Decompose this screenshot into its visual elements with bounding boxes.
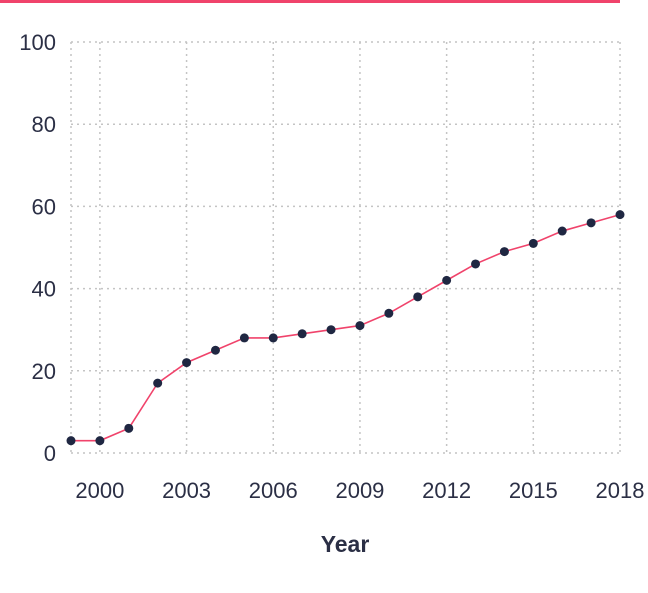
x-tick-label: 2012 <box>422 478 471 503</box>
data-point <box>153 378 163 388</box>
y-tick-label: 100 <box>19 30 56 55</box>
y-tick-label: 0 <box>44 441 56 466</box>
x-tick-label: 2000 <box>75 478 124 503</box>
x-tick-label: 2015 <box>509 478 558 503</box>
data-point <box>95 436 105 446</box>
data-point <box>239 333 249 343</box>
data-point <box>413 292 423 302</box>
data-point <box>471 259 481 269</box>
x-axis-title: Year <box>321 531 370 557</box>
grid-lines <box>70 41 621 454</box>
y-tick-label: 80 <box>32 112 56 137</box>
data-point <box>326 325 336 335</box>
x-tick-label: 2003 <box>162 478 211 503</box>
data-point <box>615 210 625 220</box>
y-axis-tick-labels: 0 20 40 60 80 100 <box>19 30 56 466</box>
data-point <box>210 345 220 355</box>
data-point <box>384 308 394 318</box>
data-point <box>586 218 596 228</box>
data-point <box>442 275 452 285</box>
data-point <box>528 238 538 248</box>
data-point <box>124 423 134 433</box>
top-accent-rule <box>0 0 620 3</box>
data-point <box>355 321 365 331</box>
x-tick-label: 2006 <box>249 478 298 503</box>
series-line <box>71 213 621 442</box>
data-point <box>499 247 509 257</box>
y-tick-label: 20 <box>32 359 56 384</box>
data-point <box>297 329 307 339</box>
x-tick-label: 2009 <box>335 478 384 503</box>
y-tick-label: 60 <box>32 194 56 219</box>
data-point <box>268 333 278 343</box>
data-point <box>182 358 192 368</box>
x-axis-tick-labels: 2000 2003 2006 2009 2012 2015 2018 <box>75 478 644 503</box>
x-tick-label: 2018 <box>596 478 645 503</box>
series-group <box>66 210 625 446</box>
data-point <box>557 226 567 236</box>
y-tick-label: 40 <box>32 277 56 302</box>
data-point <box>66 436 76 446</box>
